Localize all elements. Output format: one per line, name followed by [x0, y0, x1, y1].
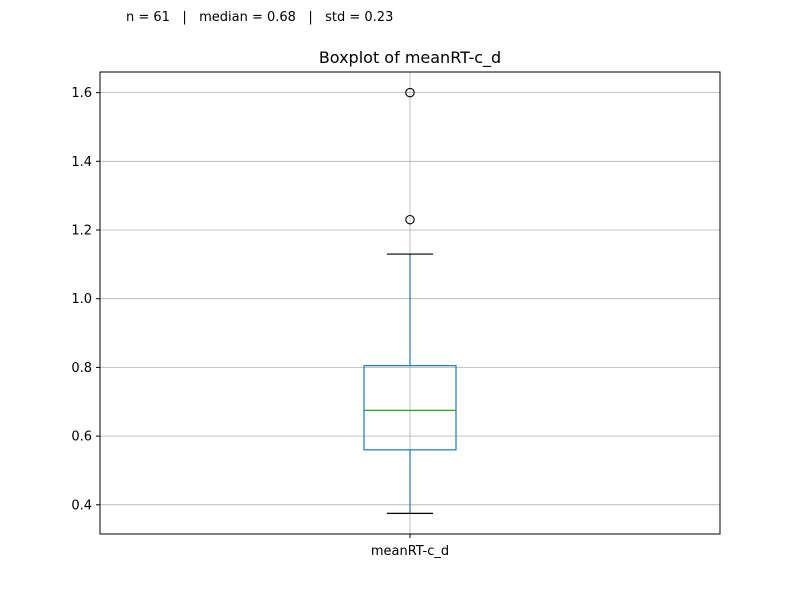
- iqr-box: [363, 365, 457, 451]
- y-tick-label: 0.8: [71, 361, 92, 376]
- chart-title: Boxplot of meanRT-c_d: [319, 48, 501, 68]
- y-tick-label: 1.0: [71, 292, 92, 307]
- outlier-point: [405, 87, 415, 98]
- y-tick-label: 1.6: [71, 86, 92, 101]
- y-tick-label: 1.2: [71, 224, 92, 239]
- summary-stats: n = 61 | median = 0.68 | std = 0.23: [126, 10, 394, 25]
- y-tick-label: 0.6: [71, 430, 92, 445]
- y-tick-label: 0.4: [71, 498, 92, 513]
- x-tick-label: meanRT-c_d: [371, 544, 449, 559]
- outlier-point: [405, 214, 415, 225]
- y-tick-label: 1.4: [71, 155, 92, 170]
